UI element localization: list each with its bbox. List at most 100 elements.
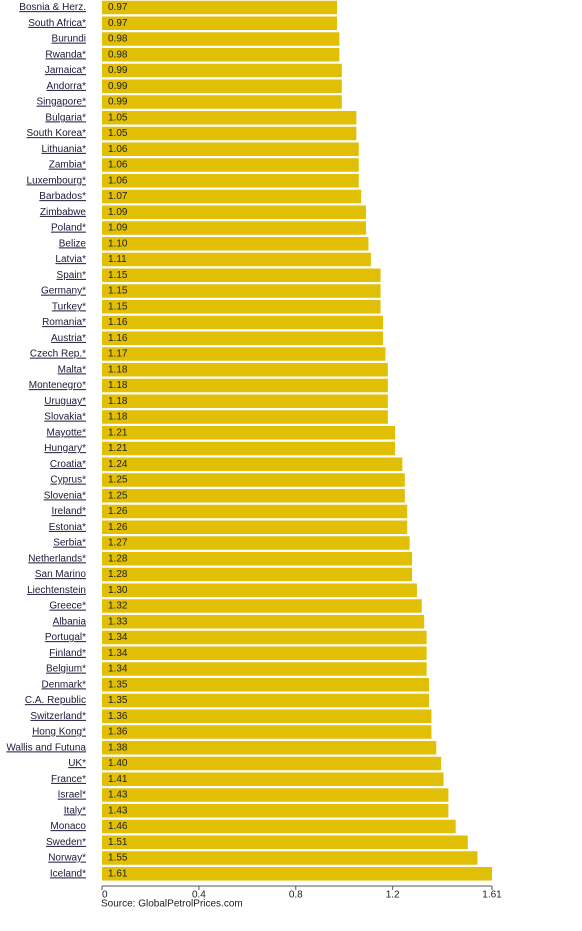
value-label: 1.55	[108, 853, 128, 864]
value-label: 1.26	[108, 522, 128, 533]
category-label[interactable]: Malta*	[58, 364, 86, 375]
value-label: 1.21	[108, 443, 128, 454]
category-label[interactable]: Hong Kong*	[32, 727, 86, 738]
category-label[interactable]: Germany*	[41, 286, 86, 297]
bar	[102, 142, 359, 156]
category-label[interactable]: UK*	[68, 758, 86, 769]
category-label[interactable]: South Africa*	[28, 18, 86, 29]
category-label[interactable]: Iceland*	[50, 868, 86, 879]
category-label[interactable]: Luxembourg*	[27, 175, 87, 186]
category-label[interactable]: Andorra*	[47, 81, 87, 92]
bar	[102, 599, 422, 613]
value-label: 1.46	[108, 821, 128, 832]
category-label[interactable]: Austria*	[51, 333, 86, 344]
x-tick-label: 0.4	[192, 890, 206, 901]
category-label[interactable]: C.A. Republic	[25, 695, 86, 706]
category-label[interactable]: Liechtenstein	[27, 585, 86, 596]
value-label: 1.38	[108, 742, 128, 753]
value-label: 1.05	[108, 128, 128, 139]
category-label[interactable]: Cyprus*	[50, 475, 86, 486]
category-label[interactable]: Hungary*	[44, 443, 86, 454]
category-label[interactable]: Barbados*	[39, 191, 86, 202]
value-label: 1.33	[108, 616, 128, 627]
value-label: 1.25	[108, 490, 128, 501]
category-label[interactable]: Jamaica*	[45, 65, 86, 76]
bar	[102, 252, 371, 267]
value-label: 0.99	[108, 65, 128, 76]
category-label[interactable]: Latvia*	[55, 254, 86, 265]
value-label: 0.99	[108, 81, 128, 92]
value-label: 1.16	[108, 317, 128, 328]
category-label[interactable]: Spain*	[57, 270, 87, 281]
category-label[interactable]: Belgium*	[46, 664, 86, 675]
category-label[interactable]: Finland*	[49, 648, 86, 659]
bar	[102, 504, 408, 519]
category-label[interactable]: Slovakia*	[44, 412, 86, 423]
value-label: 1.09	[108, 223, 128, 234]
value-label: 1.34	[108, 664, 128, 675]
bar	[102, 772, 444, 786]
category-label[interactable]: Netherlands*	[28, 553, 86, 564]
category-label[interactable]: Estonia*	[49, 522, 86, 533]
value-label: 1.35	[108, 695, 128, 706]
category-label[interactable]: Sweden*	[46, 837, 86, 848]
category-label[interactable]: Zambia*	[49, 160, 86, 171]
category-label[interactable]: Norway*	[48, 853, 86, 864]
category-label[interactable]: Italy*	[64, 805, 86, 816]
bar	[102, 489, 405, 503]
category-label[interactable]: Czech Rep.*	[30, 349, 86, 360]
value-label: 1.43	[108, 790, 128, 801]
category-label[interactable]: Bosnia & Herz.	[19, 2, 86, 13]
category-label[interactable]: Burundi	[52, 34, 86, 45]
category-label[interactable]: Turkey*	[52, 301, 86, 312]
category-label[interactable]: Montenegro*	[29, 380, 86, 391]
category-label[interactable]: Ireland*	[52, 506, 87, 517]
bar	[102, 441, 396, 456]
value-label: 1.43	[108, 805, 128, 816]
category-label[interactable]: Lithuania*	[42, 144, 87, 155]
category-label[interactable]: Denmark*	[42, 679, 87, 690]
x-tick-label: 1.61	[482, 890, 502, 901]
value-label: 1.15	[108, 270, 128, 281]
value-label: 1.06	[108, 160, 128, 171]
bar	[102, 300, 381, 314]
category-label[interactable]: Bulgaria*	[45, 112, 86, 123]
category-label[interactable]: Romania*	[42, 317, 86, 328]
value-label: 1.18	[108, 412, 128, 423]
x-tick-label: 0.8	[289, 890, 303, 901]
category-label[interactable]: Wallis and Futuna	[6, 742, 86, 753]
category-label[interactable]: Belize	[59, 238, 87, 249]
value-label: 1.15	[108, 286, 128, 297]
category-label[interactable]: Slovenia*	[44, 490, 86, 501]
category-label[interactable]: Portugal*	[45, 632, 86, 643]
category-label[interactable]: Zimbabwe	[40, 207, 87, 218]
bar	[102, 16, 337, 30]
value-label: 0.98	[108, 34, 128, 45]
category-label[interactable]: South Korea*	[27, 128, 87, 139]
category-label[interactable]: Singapore*	[37, 97, 87, 108]
category-label[interactable]: France*	[51, 774, 86, 785]
bar	[102, 237, 369, 251]
category-label[interactable]: Israel*	[58, 790, 86, 801]
bar	[102, 174, 359, 188]
category-label[interactable]: Albania	[53, 616, 87, 627]
value-label: 0.97	[108, 18, 128, 29]
category-label[interactable]: San Marino	[35, 569, 87, 580]
value-label: 1.07	[108, 191, 128, 202]
category-label[interactable]: Poland*	[51, 223, 86, 234]
bar	[102, 725, 432, 739]
value-label: 1.41	[108, 774, 128, 785]
category-label[interactable]: Serbia*	[53, 538, 86, 549]
category-label[interactable]: Mayotte*	[47, 427, 87, 438]
bar	[102, 32, 340, 46]
category-label[interactable]: Uruguay*	[44, 396, 86, 407]
category-label[interactable]: Rwanda*	[45, 49, 86, 60]
category-label[interactable]: Switzerland*	[30, 711, 86, 722]
category-label[interactable]: Greece*	[49, 601, 86, 612]
category-label[interactable]: Monaco	[50, 821, 86, 832]
value-label: 1.05	[108, 112, 128, 123]
bar	[102, 315, 383, 330]
category-label[interactable]: Croatia*	[50, 459, 86, 470]
bar	[102, 126, 357, 141]
value-label: 1.15	[108, 301, 128, 312]
